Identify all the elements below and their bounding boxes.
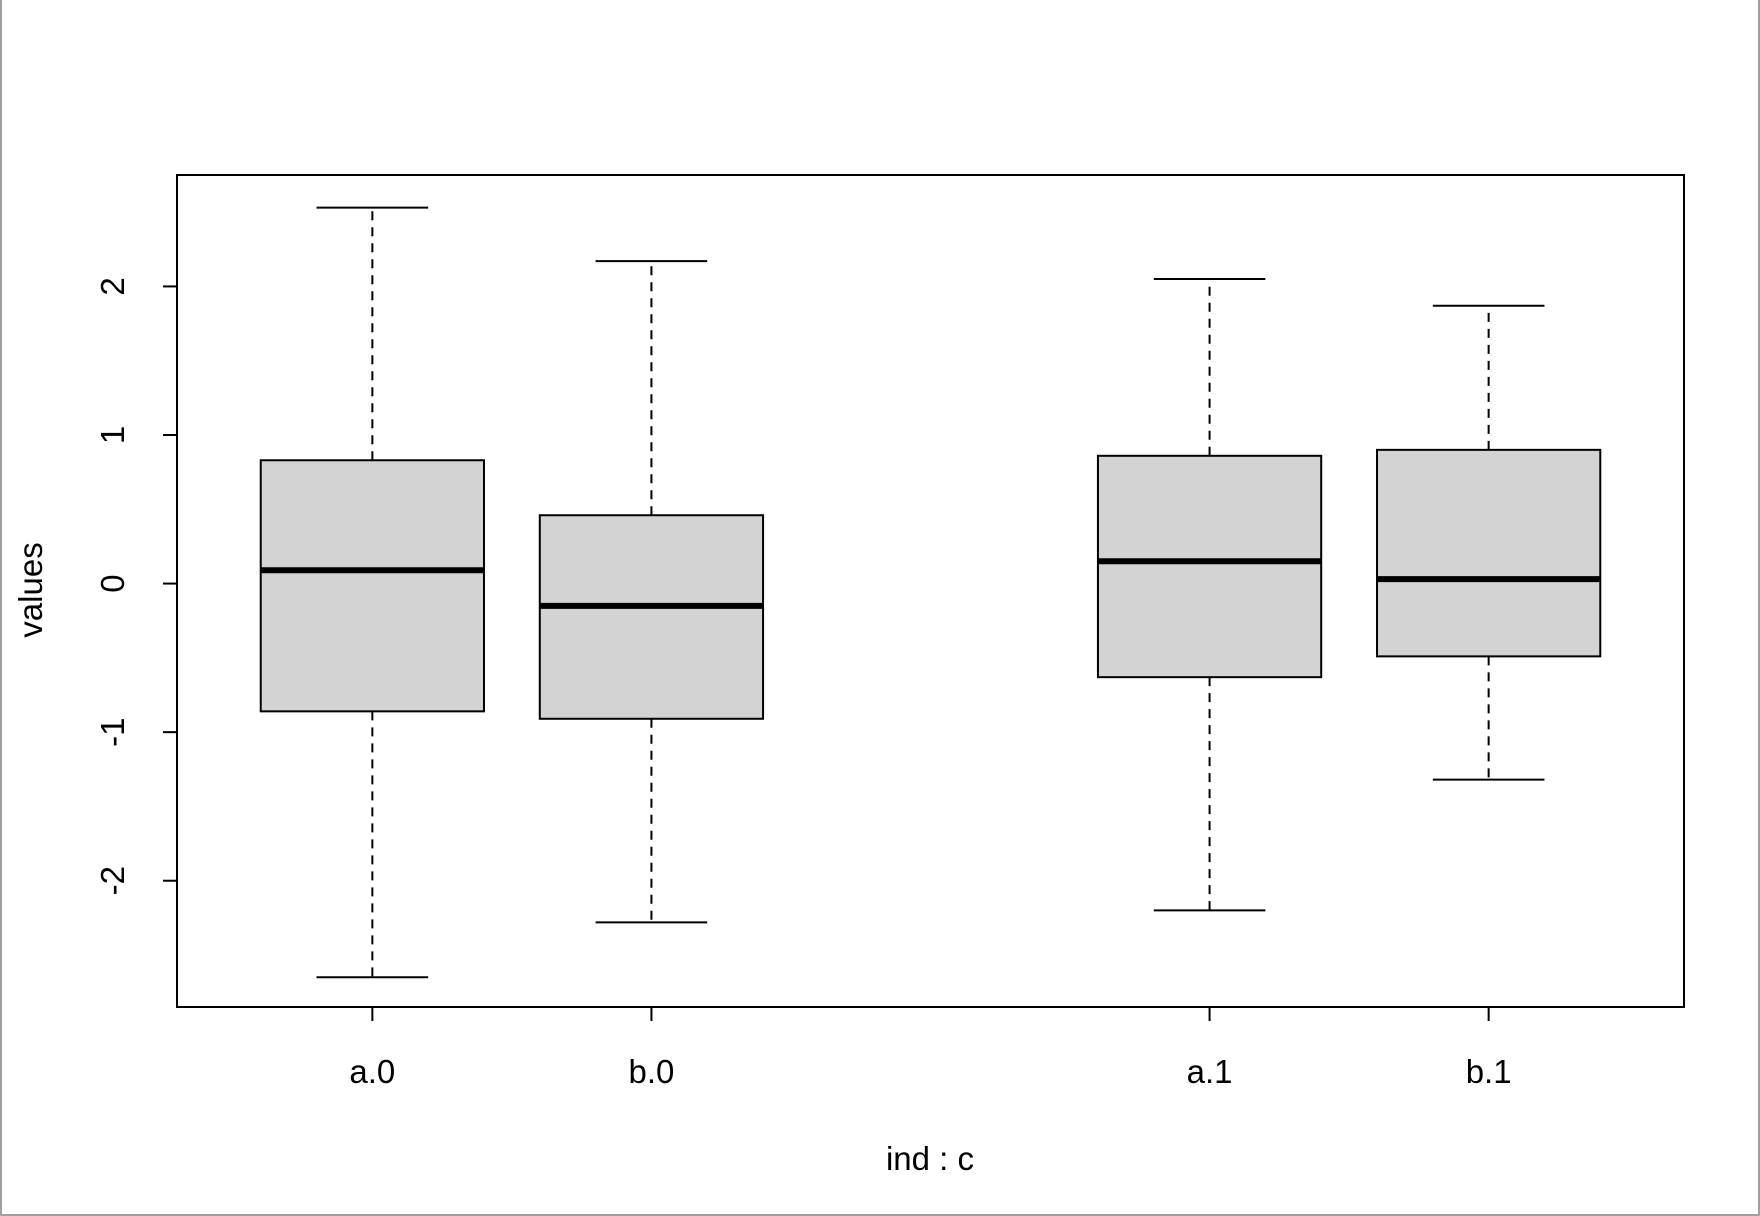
box-a.0 xyxy=(259,459,485,713)
box-group-b.0 xyxy=(538,260,765,924)
x-axis: a.0 b.0 a.1 b.1 xyxy=(349,1007,1512,1090)
window-border-right xyxy=(1758,0,1760,1216)
box-a.1 xyxy=(1096,454,1323,679)
x-tick-label: b.1 xyxy=(1466,1053,1512,1090)
x-axis-title: ind : c xyxy=(886,1140,974,1177)
box-group-a.1 xyxy=(1096,278,1323,912)
x-tick-label: a.1 xyxy=(1187,1053,1233,1090)
x-tick-label: b.0 xyxy=(628,1053,674,1090)
window-border-bottom xyxy=(0,1214,1760,1216)
box-b.0 xyxy=(538,514,765,720)
x-tick-label: a.0 xyxy=(349,1053,395,1090)
y-axis: -2 -1 0 1 2 xyxy=(94,277,178,895)
box-group-a.0 xyxy=(259,206,485,979)
window-border-left xyxy=(0,0,2,1216)
y-tick-label: 2 xyxy=(94,277,131,295)
y-tick-label: 0 xyxy=(94,574,131,592)
y-axis-title: values xyxy=(12,542,49,637)
y-tick-label: -2 xyxy=(94,866,131,895)
boxes-layer xyxy=(259,206,1602,979)
box-b.1 xyxy=(1376,448,1602,658)
box-group-b.1 xyxy=(1376,304,1602,781)
y-tick-label: -1 xyxy=(94,717,131,746)
y-tick-label: 1 xyxy=(94,426,131,444)
